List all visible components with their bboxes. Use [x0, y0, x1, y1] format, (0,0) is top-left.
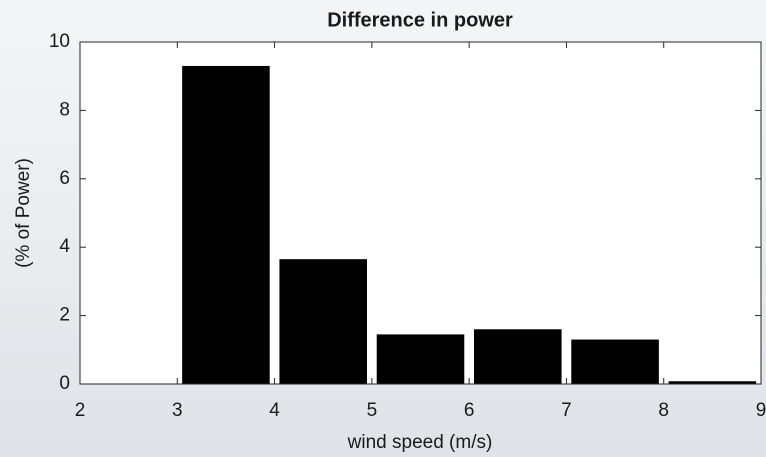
- bar: [474, 329, 562, 384]
- y-tick-label: 6: [59, 168, 70, 189]
- y-tick-label: 10: [49, 31, 70, 52]
- x-tick-label: 8: [658, 400, 669, 421]
- x-tick-label: 4: [269, 400, 280, 421]
- axes-frame: [79, 41, 762, 385]
- bar: [668, 381, 757, 384]
- x-tick-label: 9: [756, 400, 766, 421]
- x-tick-label: 6: [464, 400, 475, 421]
- bar: [279, 259, 367, 384]
- bar: [376, 334, 465, 384]
- y-tick-label: 2: [59, 305, 70, 326]
- x-tick-label: 3: [172, 400, 183, 421]
- y-axis-label: (% of Power): [13, 158, 34, 268]
- chart-title: Difference in power: [327, 9, 513, 31]
- y-tick-label: 0: [59, 373, 70, 394]
- bar: [571, 339, 659, 384]
- x-axis-label: wind speed (m/s): [347, 432, 493, 453]
- x-tick-label: 5: [367, 400, 378, 421]
- x-tick-label: 7: [561, 400, 572, 421]
- y-tick-label: 8: [59, 99, 70, 120]
- y-tick-label: 4: [59, 236, 70, 257]
- x-tick-label: 2: [75, 400, 86, 421]
- bar: [182, 65, 270, 384]
